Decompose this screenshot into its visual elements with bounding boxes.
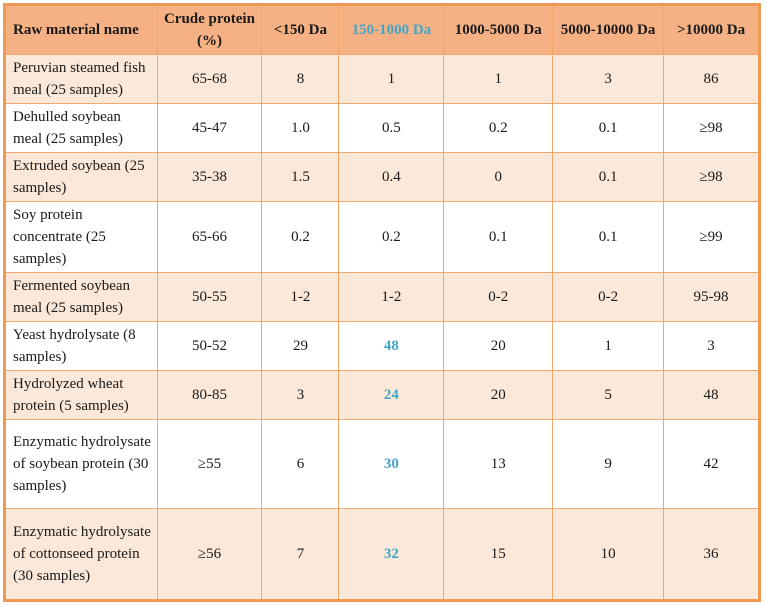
1000-5000da-cell: 0-2 xyxy=(443,272,554,322)
5000-10000da-cell: 0.1 xyxy=(552,201,665,273)
crude-protein-cell: 65-66 xyxy=(156,201,263,273)
5000-10000da-cell: 5 xyxy=(552,370,665,420)
gt10000da-cell: 42 xyxy=(663,419,760,509)
header-row: Raw material name Crude protein (%) <150… xyxy=(4,4,760,55)
1000-5000da-cell: 0.1 xyxy=(443,201,554,273)
table-row: Hydrolyzed wheat protein (5 samples) 80-… xyxy=(4,370,760,420)
lt150da-cell: 0.2 xyxy=(261,201,340,273)
raw-material-name-cell: Extruded soybean (25 samples) xyxy=(4,152,158,202)
gt10000da-cell: 95-98 xyxy=(663,272,760,322)
table-row: Yeast hydrolysate (8 samples) 50-52 29 4… xyxy=(4,321,760,371)
raw-material-name-cell: Soy protein concentrate (25 samples) xyxy=(4,201,158,273)
table-row: Soy protein concentrate (25 samples) 65-… xyxy=(4,201,760,273)
raw-material-name-cell: Hydrolyzed wheat protein (5 samples) xyxy=(4,370,158,420)
1000-5000da-cell: 0.2 xyxy=(443,103,554,153)
table-header: Raw material name Crude protein (%) <150… xyxy=(4,4,760,55)
gt10000da-cell: 36 xyxy=(663,508,760,601)
table-row: Peruvian steamed fish meal (25 samples) … xyxy=(4,54,760,104)
150-1000da-cell: 24 xyxy=(338,370,445,420)
5000-10000da-cell: 0.1 xyxy=(552,152,665,202)
header-cell-lt150da: <150 Da xyxy=(261,4,340,55)
raw-material-name-cell: Enzymatic hydrolysate of cottonseed prot… xyxy=(4,508,158,601)
gt10000da-cell: 86 xyxy=(663,54,760,104)
5000-10000da-cell: 0.1 xyxy=(552,103,665,153)
lt150da-cell: 29 xyxy=(261,321,340,371)
raw-material-name-cell: Dehulled soybean meal (25 samples) xyxy=(4,103,158,153)
header-cell-gt10000da: >10000 Da xyxy=(663,4,760,55)
table-row: Dehulled soybean meal (25 samples) 45-47… xyxy=(4,103,760,153)
lt150da-cell: 6 xyxy=(261,419,340,509)
lt150da-cell: 8 xyxy=(261,54,340,104)
crude-protein-cell: ≥56 xyxy=(156,508,263,601)
header-cell-150-1000da: 150-1000 Da xyxy=(338,4,445,55)
150-1000da-cell: 0.2 xyxy=(338,201,445,273)
raw-material-name-cell: Enzymatic hydrolysate of soybean protein… xyxy=(4,419,158,509)
150-1000da-cell: 32 xyxy=(338,508,445,601)
gt10000da-cell: ≥99 xyxy=(663,201,760,273)
table-row: Extruded soybean (25 samples) 35-38 1.5 … xyxy=(4,152,760,202)
crude-protein-cell: 45-47 xyxy=(156,103,263,153)
table-body: Peruvian steamed fish meal (25 samples) … xyxy=(4,54,760,601)
lt150da-cell: 1.5 xyxy=(261,152,340,202)
150-1000da-cell: 0.5 xyxy=(338,103,445,153)
1000-5000da-cell: 20 xyxy=(443,370,554,420)
1000-5000da-cell: 0 xyxy=(443,152,554,202)
150-1000da-cell: 1-2 xyxy=(338,272,445,322)
5000-10000da-cell: 3 xyxy=(552,54,665,104)
lt150da-cell: 7 xyxy=(261,508,340,601)
lt150da-cell: 1-2 xyxy=(261,272,340,322)
1000-5000da-cell: 13 xyxy=(443,419,554,509)
molecular-weight-distribution-table: Raw material name Crude protein (%) <150… xyxy=(3,3,761,602)
table-row: Enzymatic hydrolysate of cottonseed prot… xyxy=(4,508,760,601)
1000-5000da-cell: 20 xyxy=(443,321,554,371)
5000-10000da-cell: 0-2 xyxy=(552,272,665,322)
gt10000da-cell: 48 xyxy=(663,370,760,420)
header-cell-raw-material-name: Raw material name xyxy=(4,4,158,55)
crude-protein-cell: 80-85 xyxy=(156,370,263,420)
5000-10000da-cell: 10 xyxy=(552,508,665,601)
1000-5000da-cell: 15 xyxy=(443,508,554,601)
150-1000da-cell: 48 xyxy=(338,321,445,371)
raw-material-name-cell: Fermented soybean meal (25 samples) xyxy=(4,272,158,322)
raw-material-name-cell: Peruvian steamed fish meal (25 samples) xyxy=(4,54,158,104)
1000-5000da-cell: 1 xyxy=(443,54,554,104)
150-1000da-cell: 0.4 xyxy=(338,152,445,202)
150-1000da-cell: 1 xyxy=(338,54,445,104)
raw-material-name-cell: Yeast hydrolysate (8 samples) xyxy=(4,321,158,371)
5000-10000da-cell: 1 xyxy=(552,321,665,371)
crude-protein-cell: ≥55 xyxy=(156,419,263,509)
crude-protein-cell: 65-68 xyxy=(156,54,263,104)
gt10000da-cell: ≥98 xyxy=(663,152,760,202)
lt150da-cell: 3 xyxy=(261,370,340,420)
header-cell-1000-5000da: 1000-5000 Da xyxy=(443,4,554,55)
crude-protein-cell: 50-52 xyxy=(156,321,263,371)
crude-protein-cell: 35-38 xyxy=(156,152,263,202)
150-1000da-cell: 30 xyxy=(338,419,445,509)
crude-protein-cell: 50-55 xyxy=(156,272,263,322)
gt10000da-cell: 3 xyxy=(663,321,760,371)
lt150da-cell: 1.0 xyxy=(261,103,340,153)
header-cell-5000-10000da: 5000-10000 Da xyxy=(552,4,665,55)
gt10000da-cell: ≥98 xyxy=(663,103,760,153)
table-row: Enzymatic hydrolysate of soybean protein… xyxy=(4,419,760,509)
5000-10000da-cell: 9 xyxy=(552,419,665,509)
table-row: Fermented soybean meal (25 samples) 50-5… xyxy=(4,272,760,322)
header-cell-crude-protein: Crude protein (%) xyxy=(156,4,263,55)
